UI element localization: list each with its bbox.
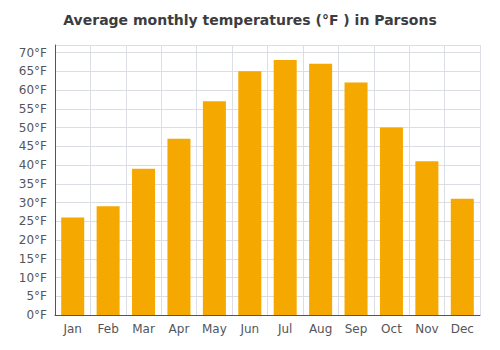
svg-text:Oct: Oct: [381, 322, 402, 336]
svg-text:Jan: Jan: [62, 322, 82, 336]
svg-text:5°F: 5°F: [26, 289, 47, 303]
svg-text:45°F: 45°F: [19, 139, 47, 153]
svg-text:Sep: Sep: [345, 322, 368, 336]
svg-text:Average monthly temperatures (: Average monthly temperatures (°F ) in Pa…: [63, 12, 436, 28]
svg-text:70°F: 70°F: [19, 46, 47, 60]
svg-text:Dec: Dec: [451, 322, 474, 336]
svg-text:Aug: Aug: [309, 322, 332, 336]
svg-text:0°F: 0°F: [26, 308, 47, 322]
svg-text:30°F: 30°F: [19, 196, 47, 210]
svg-text:50°F: 50°F: [19, 121, 47, 135]
svg-text:35°F: 35°F: [19, 177, 47, 191]
svg-text:Nov: Nov: [415, 322, 438, 336]
svg-text:Mar: Mar: [132, 322, 155, 336]
svg-text:Jun: Jun: [239, 322, 259, 336]
svg-text:15°F: 15°F: [19, 252, 47, 266]
svg-text:Jul: Jul: [277, 322, 292, 336]
svg-text:20°F: 20°F: [19, 233, 47, 247]
svg-text:Feb: Feb: [98, 322, 119, 336]
svg-text:60°F: 60°F: [19, 83, 47, 97]
svg-text:Apr: Apr: [169, 322, 190, 336]
svg-text:65°F: 65°F: [19, 64, 47, 78]
svg-text:May: May: [202, 322, 227, 336]
svg-text:25°F: 25°F: [19, 214, 47, 228]
svg-text:55°F: 55°F: [19, 102, 47, 116]
svg-text:40°F: 40°F: [19, 158, 47, 172]
svg-text:10°F: 10°F: [19, 271, 47, 285]
